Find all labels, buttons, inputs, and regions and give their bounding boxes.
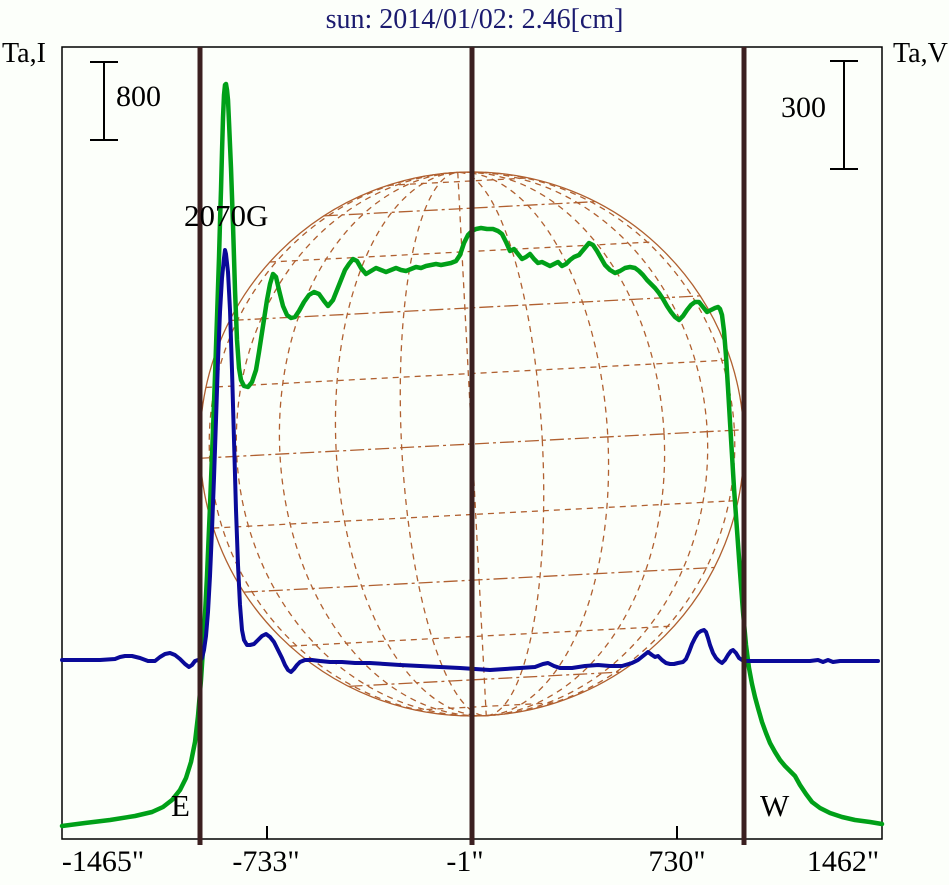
chart-title: sun: 2014/01/02: 2.46[cm]: [325, 4, 624, 35]
left-axis-label: Ta,I: [2, 38, 46, 69]
x-tick-label: -1": [446, 845, 484, 878]
right-scalebar-value: 300: [781, 91, 826, 124]
east-limb-label: E: [171, 788, 190, 823]
x-tick-label: 730": [648, 845, 706, 878]
solar-meridian-line: [399, 171, 545, 717]
left-scalebar-value: 800: [116, 80, 161, 113]
right-axis-label: Ta,V: [893, 38, 948, 69]
solar-meridian-line: [334, 171, 610, 717]
x-tick-label: -1465": [61, 845, 145, 878]
intensity-curve: [59, 81, 885, 829]
peak-annotation: 2070G: [184, 198, 269, 233]
polarization-curve: [60, 248, 880, 674]
x-tick-label: 1462": [806, 845, 880, 878]
solar-central-meridian: [457, 172, 487, 716]
solar-latitude-line: [200, 429, 744, 459]
solar-latitude-line: [415, 702, 557, 711]
west-limb-label: W: [760, 788, 790, 823]
solar-latitude-line: [387, 177, 529, 186]
x-tick-label: -733": [232, 845, 300, 878]
